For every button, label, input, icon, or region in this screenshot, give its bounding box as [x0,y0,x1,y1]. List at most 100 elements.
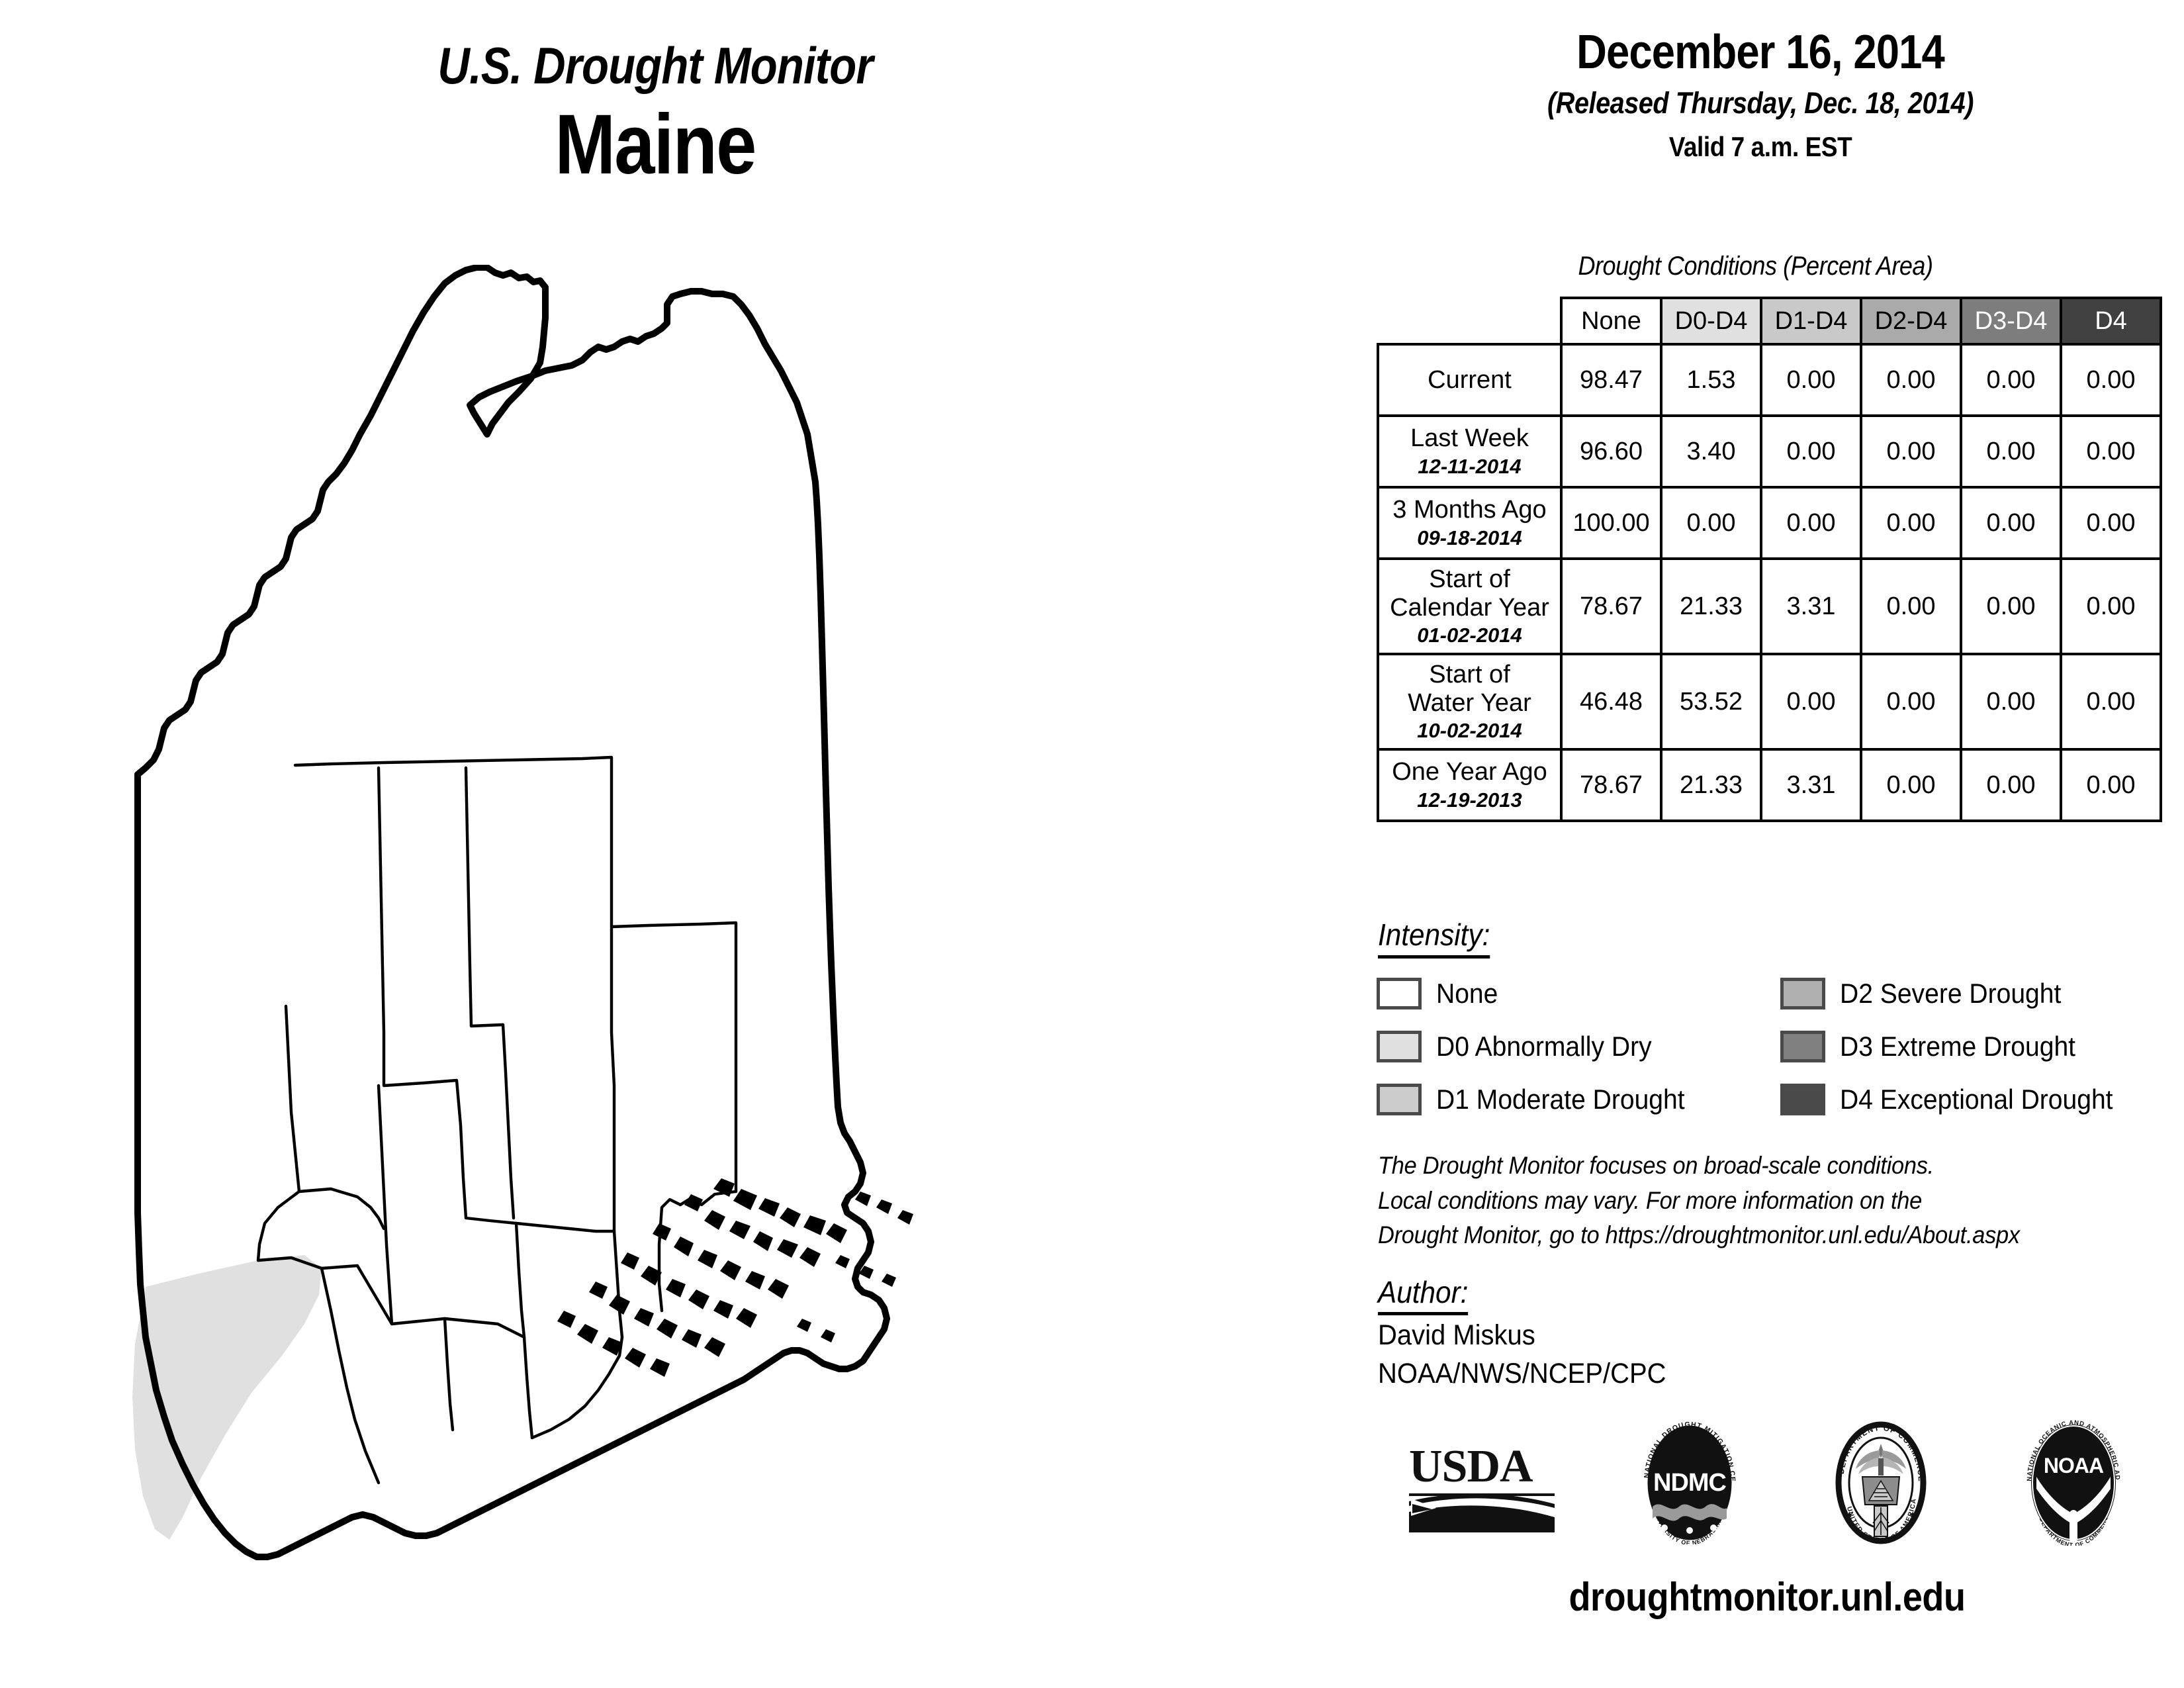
column-header-d0-d4: D0-D4 [1660,297,1762,346]
legend-item-none: None [1377,968,1704,1019]
ndmc-logo: NATIONAL DROUGHT MITIGATION CENTER UNIVE… [1630,1422,1736,1544]
left-panel: U.S. Drought Monitor Maine [0,40,1310,1589]
disclaimer-line-3: Drought Monitor, go to https://droughtmo… [1378,1221,2020,1249]
cell-wateryear-d2d4: 0.00 [1860,653,1962,751]
row-label-text: One Year Ago [1392,758,1547,786]
cell-wateryear-none: 46.48 [1560,653,1662,751]
author-block: David Miskus NOAA/NWS/NCEP/CPC [1378,1316,1666,1393]
footer-url: droughtmonitor.unl.edu [1569,1575,1966,1619]
table-header-row: None D0-D4 D1-D4 D2-D4 D3-D4 D4 [1378,297,2162,346]
date-block: December 16, 2014 (Released Thursday, De… [1363,26,2158,163]
table-row: Last Week 12-11-2014 96.60 3.40 0.00 0.0… [1377,414,2162,489]
table-row: Start of Water Year 10-02-2014 46.48 53.… [1377,653,2162,751]
coastal-islands [557,1178,913,1377]
doc-seal-logo: DEPARTMENT OF COMMERCE UNITED STATES OF … [1835,1421,1927,1544]
header-blank-corner [1378,298,1561,344]
cell-lastweek-d2d4: 0.00 [1860,414,1962,489]
cell-current-d4: 0.00 [2060,343,2162,417]
released-line: (Released Thursday, Dec. 18, 2014) [1547,85,1974,120]
legend-item-d4: D4 Exceptional Drought [1780,1074,2134,1125]
valid-time: Valid 7 a.m. EST [1668,130,1852,162]
cell-current-none: 98.47 [1560,343,1662,417]
cell-oneyear-d3d4: 0.00 [1960,748,2062,822]
legend-label-d3: D3 Extreme Drought [1840,1031,2076,1062]
table-row: One Year Ago 12-19-2013 78.67 21.33 3.31… [1377,748,2162,822]
table-row: Current 98.47 1.53 0.00 0.00 0.00 0.00 [1377,343,2162,417]
author-affiliation: NOAA/NWS/NCEP/CPC [1378,1358,1666,1390]
cell-3months-d3d4: 0.00 [1960,486,2062,560]
legend-item-d3: D3 Extreme Drought [1780,1021,2134,1072]
svg-text:NDMC: NDMC [1653,1469,1727,1497]
intensity-heading: Intensity: [1378,917,1490,959]
legend-item-d2: D2 Severe Drought [1780,968,2134,1019]
cell-oneyear-d4: 0.00 [2060,748,2162,822]
row-label-current: Current [1377,343,1563,417]
row-label-text-line1: Start of [1429,661,1510,689]
title-block: U.S. Drought Monitor Maine [0,40,1310,189]
row-label-date: 10-02-2014 [1417,719,1522,743]
legend-column-left: None D0 Abnormally Dry D1 Moderate Droug… [1377,968,1704,1127]
disclaimer-line-2: Local conditions may vary. For more info… [1378,1186,1922,1214]
row-label-date: 12-19-2013 [1417,788,1522,812]
legend-item-d1: D1 Moderate Drought [1377,1074,1704,1125]
svg-text:NOAA: NOAA [2044,1454,2104,1477]
legend-column-right: D2 Severe Drought D3 Extreme Drought D4 … [1780,968,2134,1127]
cell-current-d0d4: 1.53 [1660,343,1762,417]
cell-oneyear-none: 78.67 [1560,748,1662,822]
cell-calyear-d2d4: 0.00 [1860,557,1962,655]
cell-calyear-none: 78.67 [1560,557,1662,655]
author-name: David Miskus [1378,1319,1535,1351]
swatch-d1-icon [1377,1084,1422,1115]
table-row: 3 Months Ago 09-18-2014 100.00 0.00 0.00… [1377,486,2162,560]
cell-wateryear-d1d4: 0.00 [1760,653,1862,751]
cell-lastweek-d3d4: 0.00 [1960,414,2062,489]
cell-oneyear-d0d4: 21.33 [1660,748,1762,822]
table-caption: Drought Conditions (Percent Area) [1578,252,1933,281]
page-title: U.S. Drought Monitor [437,36,873,95]
legend-label-d1: D1 Moderate Drought [1436,1084,1685,1115]
cell-current-d2d4: 0.00 [1860,343,1962,417]
author-heading: Author: [1378,1274,1469,1315]
column-header-d2-d4: D2-D4 [1860,297,1962,346]
cell-wateryear-d3d4: 0.00 [1960,653,2062,751]
column-header-d1-d4: D1-D4 [1760,297,1862,346]
swatch-d2-icon [1780,978,1825,1009]
row-label-text: Last Week [1410,424,1529,453]
row-label-one-year-ago: One Year Ago 12-19-2013 [1377,748,1563,822]
row-label-start-calendar-year: Start of Calendar Year 01-02-2014 [1377,557,1563,655]
d0-shaded-region [132,1255,322,1540]
svg-text:★: ★ [1845,1509,1854,1520]
state-title: Maine [555,97,756,192]
cell-lastweek-d4: 0.00 [2060,414,2162,489]
disclaimer-text: The Drought Monitor focuses on broad-sca… [1378,1149,2104,1253]
cell-calyear-d0d4: 21.33 [1660,557,1762,655]
maine-map-svg [132,265,913,1560]
column-header-none: None [1560,297,1662,346]
maine-drought-map [119,265,1297,1589]
row-label-last-week: Last Week 12-11-2014 [1377,414,1563,489]
release-date: December 16, 2014 [1576,26,1945,79]
svg-text:★: ★ [1909,1509,1917,1520]
column-header-d3-d4: D3-D4 [1960,297,2062,346]
cell-calyear-d4: 0.00 [2060,557,2162,655]
cell-oneyear-d2d4: 0.00 [1860,748,1962,822]
cell-current-d3d4: 0.00 [1960,343,2062,417]
legend-label-none: None [1436,978,1498,1009]
legend-label-d2: D2 Severe Drought [1840,978,2062,1009]
cell-3months-d4: 0.00 [2060,486,2162,560]
column-header-d4: D4 [2060,297,2162,346]
cell-wateryear-d0d4: 53.52 [1660,653,1762,751]
row-label-3-months-ago: 3 Months Ago 09-18-2014 [1377,486,1563,560]
cell-lastweek-none: 96.60 [1560,414,1662,489]
row-label-text-line2: Water Year [1408,688,1531,717]
right-panel: December 16, 2014 (Released Thursday, De… [1363,0,2184,1688]
noaa-logo: NATIONAL OCEANIC AND ATMOSPHERIC ADMINIS… [2013,1420,2120,1546]
cell-3months-none: 100.00 [1560,486,1662,560]
cell-3months-d0d4: 0.00 [1660,486,1762,560]
row-label-text: Current [1428,365,1512,394]
row-label-text-line1: Start of [1429,565,1510,594]
swatch-d0-icon [1377,1031,1422,1062]
legend-label-d0: D0 Abnormally Dry [1436,1031,1652,1062]
county-boundaries [256,755,738,1485]
maine-state-outline [134,265,890,1560]
